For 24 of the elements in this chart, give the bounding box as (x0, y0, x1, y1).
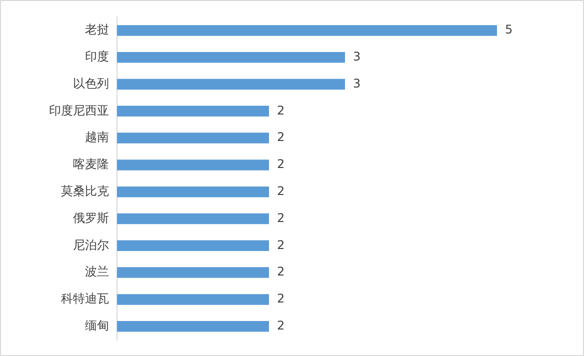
data-label: 2 (277, 238, 285, 252)
y-tick-label: 印度 (85, 49, 109, 64)
y-tick-label: 尼泊尔 (73, 238, 109, 252)
data-label: 2 (277, 157, 285, 172)
y-tick-label: 科特迪瓦 (61, 292, 109, 306)
y-tick-label: 以色列 (73, 76, 109, 90)
data-label: 2 (277, 292, 285, 306)
y-tick-label: 俄罗斯 (73, 210, 109, 225)
y-tick-label: 莫桑比克 (61, 184, 109, 198)
data-label: 2 (277, 130, 285, 144)
y-tick-label: 越南 (85, 130, 109, 144)
y-tick-label: 缅甸 (85, 318, 109, 332)
data-label: 2 (277, 184, 285, 198)
data-label: 2 (277, 318, 285, 332)
data-label: 2 (277, 210, 285, 225)
data-label: 3 (353, 49, 361, 64)
y-tick-label: 喀麦隆 (73, 157, 109, 172)
data-label: 2 (277, 103, 285, 118)
y-tick-label: 印度尼西亚 (49, 103, 109, 118)
data-label: 2 (277, 264, 285, 279)
data-label: 3 (353, 76, 361, 90)
y-tick-label: 波兰 (85, 264, 109, 279)
y-tick-label: 老挝 (85, 22, 109, 37)
data-label: 5 (505, 22, 513, 37)
